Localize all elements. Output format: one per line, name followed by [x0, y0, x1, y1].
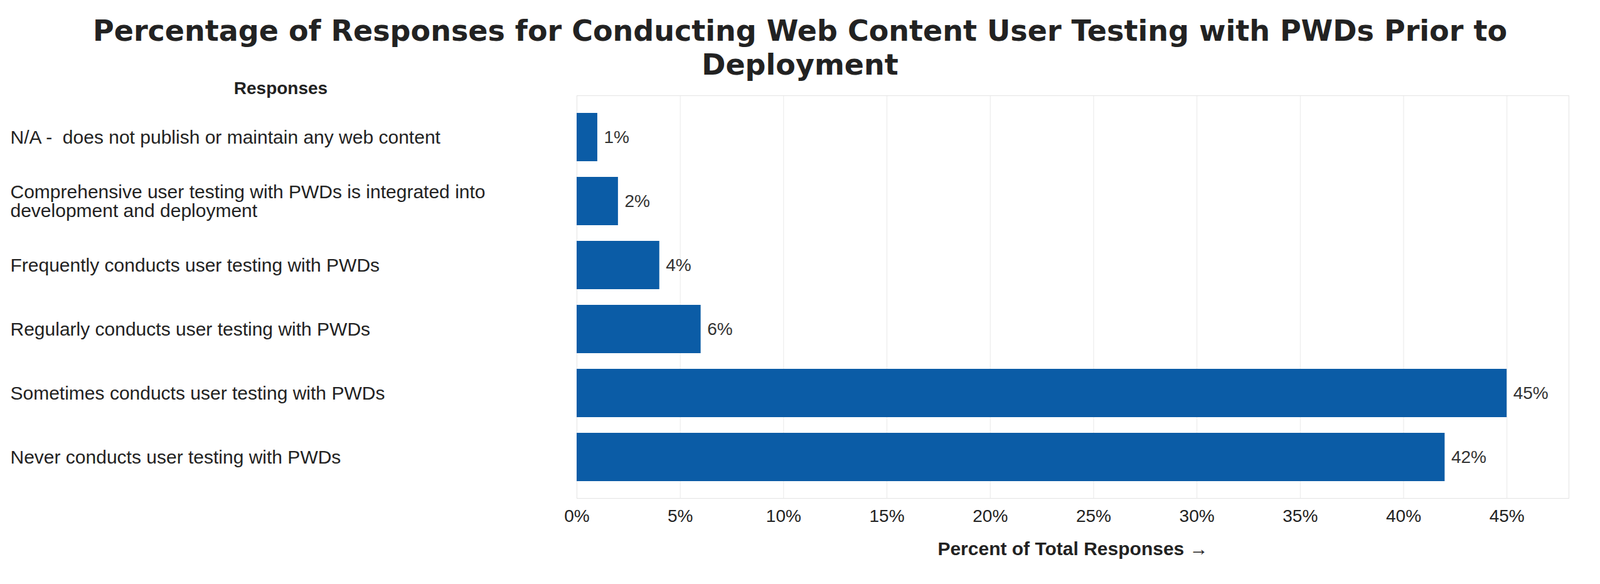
html-text:Percentage of Responses for Co: Percentage of Responses for Conducting W…: [92, 13, 1508, 82]
svg-text:30%: 30%: [1179, 506, 1215, 526]
svg-text:Responses: Responses: [234, 78, 328, 98]
svg-text:Comprehensive user testing wit: Comprehensive user testing with PWDs is …: [10, 181, 486, 221]
svg-text:42%: 42%: [1451, 447, 1487, 467]
svg-text:6%: 6%: [707, 319, 733, 339]
svg-text:1%: 1%: [603, 127, 629, 147]
svg-text:0%: 0%: [564, 506, 590, 526]
svg-text:Regularly conducts user testin: Regularly conducts user testing with PWD…: [10, 318, 371, 340]
svg-text:20%: 20%: [972, 506, 1008, 526]
svg-text:5%: 5%: [667, 506, 693, 526]
svg-text:45%: 45%: [1513, 383, 1549, 403]
svg-text:N/A - does not publish or mai: N/A - does not publish or maintain any w…: [10, 126, 442, 148]
svg-text:10%: 10%: [766, 506, 802, 526]
svg-text:2%: 2%: [624, 191, 650, 211]
svg-text:25%: 25%: [1076, 506, 1112, 526]
svg-text:15%: 15%: [869, 506, 905, 526]
svg-text:4%: 4%: [665, 255, 691, 275]
svg-text:40%: 40%: [1386, 506, 1422, 526]
svg-text:35%: 35%: [1282, 506, 1318, 526]
svg-text:Sometimes conducts user testin: Sometimes conducts user testing with PWD…: [10, 382, 386, 404]
svg-text:Never conducts user testing wi: Never conducts user testing with PWDs: [10, 446, 342, 468]
svg-text:Percent of Total Responses →: Percent of Total Responses →: [937, 538, 1208, 560]
svg-text:45%: 45%: [1489, 506, 1525, 526]
svg-text:Frequently conducts user testi: Frequently conducts user testing with PW…: [10, 254, 381, 276]
